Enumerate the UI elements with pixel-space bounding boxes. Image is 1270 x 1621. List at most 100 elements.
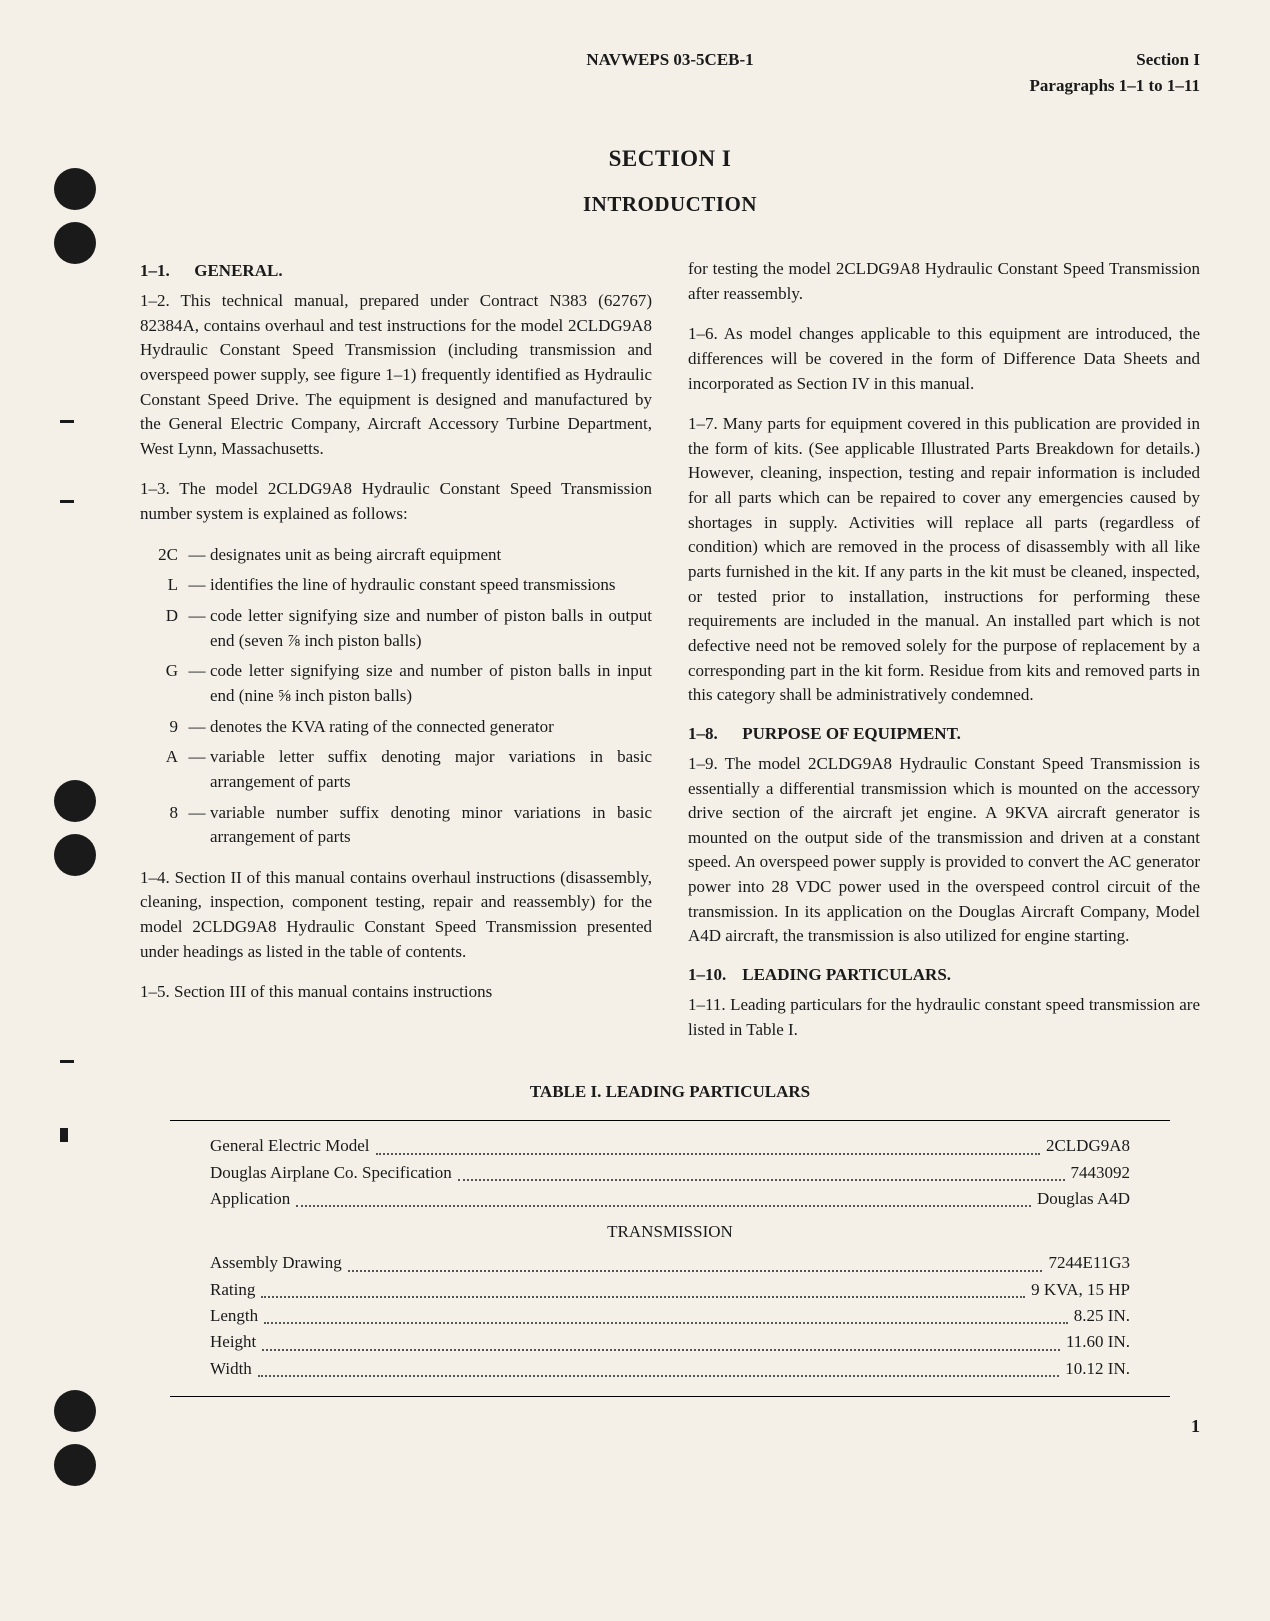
- def-dash: —: [184, 715, 210, 740]
- heading-purpose: 1–8. PURPOSE OF EQUIPMENT.: [688, 724, 1200, 744]
- def-code: G: [140, 659, 184, 708]
- page-number: 1: [1191, 1416, 1200, 1437]
- def-code: 9: [140, 715, 184, 740]
- table-value: 8.25 IN.: [1074, 1303, 1130, 1329]
- leading-particulars-table: General Electric Model 2CLDG9A8 Douglas A…: [170, 1120, 1170, 1397]
- page-header: NAVWEPS 03-5CEB-1 Section I: [140, 50, 1200, 70]
- def-desc: variable number suffix denoting minor va…: [210, 801, 652, 850]
- heading-general: 1–1. GENERAL.: [140, 261, 652, 281]
- table-dots: [258, 1356, 1059, 1377]
- table-label: Douglas Airplane Co. Specification: [210, 1160, 452, 1186]
- def-dash: —: [184, 604, 210, 653]
- table-value: Douglas A4D: [1037, 1186, 1130, 1212]
- def-code: 2C: [140, 543, 184, 568]
- table-dots: [261, 1277, 1025, 1298]
- def-code: L: [140, 573, 184, 598]
- number-system-list: 2C—designates unit as being aircraft equ…: [140, 543, 652, 850]
- table-value: 11.60 IN.: [1066, 1329, 1130, 1355]
- def-row: A—variable letter suffix denoting major …: [140, 745, 652, 794]
- para-1-3: 1–3. The model 2CLDG9A8 Hydraulic Consta…: [140, 477, 652, 526]
- def-desc: variable letter suffix denoting major va…: [210, 745, 652, 794]
- def-desc: designates unit as being aircraft equipm…: [210, 543, 652, 568]
- section-subtitle: INTRODUCTION: [140, 192, 1200, 217]
- table-value: 7443092: [1071, 1160, 1131, 1186]
- def-row: 9—denotes the KVA rating of the connecte…: [140, 715, 652, 740]
- page-content: NAVWEPS 03-5CEB-1 Section I Paragraphs 1…: [140, 50, 1200, 1397]
- table-row: Length8.25 IN.: [210, 1303, 1130, 1329]
- table-label: Rating: [210, 1277, 255, 1303]
- header-para-range: Paragraphs 1–1 to 1–11: [140, 76, 1200, 96]
- def-desc: code letter signifying size and number o…: [210, 659, 652, 708]
- heading-text: GENERAL.: [194, 261, 282, 280]
- heading-num: 1–10.: [688, 965, 738, 985]
- heading-leading: 1–10. LEADING PARTICULARS.: [688, 965, 1200, 985]
- table-dots: [458, 1160, 1065, 1181]
- table-label: Application: [210, 1186, 290, 1212]
- punch-hole: [54, 834, 96, 876]
- edge-mark: [60, 1128, 68, 1142]
- table-dots: [264, 1303, 1068, 1324]
- def-desc: denotes the KVA rating of the connected …: [210, 715, 652, 740]
- heading-num: 1–8.: [688, 724, 738, 744]
- def-dash: —: [184, 659, 210, 708]
- def-code: A: [140, 745, 184, 794]
- two-column-body: 1–1. GENERAL. 1–2. This technical manual…: [140, 257, 1200, 1042]
- edge-mark: [60, 420, 74, 423]
- table-value: 2CLDG9A8: [1046, 1133, 1130, 1159]
- table-row: Douglas Airplane Co. Specification 744309…: [210, 1160, 1130, 1186]
- table-title: TABLE I. LEADING PARTICULARS: [140, 1082, 1200, 1102]
- table-label: Height: [210, 1329, 256, 1355]
- table-row: Height 11.60 IN.: [210, 1329, 1130, 1355]
- punch-hole: [54, 222, 96, 264]
- table-dots: [296, 1186, 1031, 1207]
- heading-num: 1–1.: [140, 261, 190, 281]
- table-dots: [348, 1250, 1043, 1271]
- def-dash: —: [184, 543, 210, 568]
- para-1-5b: for testing the model 2CLDG9A8 Hydraulic…: [688, 257, 1200, 306]
- def-row: 8—variable number suffix denoting minor …: [140, 801, 652, 850]
- table-value: 10.12 IN.: [1065, 1356, 1130, 1382]
- para-1-11: 1–11. Leading particulars for the hydrau…: [688, 993, 1200, 1042]
- para-1-2: 1–2. This technical manual, prepared und…: [140, 289, 652, 461]
- table-label: Width: [210, 1356, 252, 1382]
- table-label: General Electric Model: [210, 1133, 370, 1159]
- def-desc: code letter signifying size and number o…: [210, 604, 652, 653]
- def-desc: identifies the line of hydraulic constan…: [210, 573, 652, 598]
- punch-hole: [54, 780, 96, 822]
- edge-mark: [60, 1060, 74, 1063]
- header-section: Section I: [1136, 50, 1200, 70]
- def-code: D: [140, 604, 184, 653]
- edge-mark: [60, 500, 74, 503]
- def-dash: —: [184, 745, 210, 794]
- right-column: for testing the model 2CLDG9A8 Hydraulic…: [688, 257, 1200, 1042]
- def-row: 2C—designates unit as being aircraft equ…: [140, 543, 652, 568]
- para-1-4: 1–4. Section II of this manual contains …: [140, 866, 652, 965]
- table-value: 7244E11G3: [1048, 1250, 1130, 1276]
- def-dash: —: [184, 573, 210, 598]
- table-row: Rating 9 KVA, 15 HP: [210, 1277, 1130, 1303]
- para-1-9: 1–9. The model 2CLDG9A8 Hydraulic Consta…: [688, 752, 1200, 949]
- table-row: Width 10.12 IN.: [210, 1356, 1130, 1382]
- punch-hole: [54, 1390, 96, 1432]
- def-dash: —: [184, 801, 210, 850]
- heading-text: LEADING PARTICULARS.: [742, 965, 951, 984]
- table-subtitle: TRANSMISSION: [210, 1222, 1130, 1242]
- section-title: SECTION I: [140, 146, 1200, 172]
- left-column: 1–1. GENERAL. 1–2. This technical manual…: [140, 257, 652, 1042]
- table-dots: [262, 1329, 1060, 1350]
- table-row: Assembly Drawing 7244E11G3: [210, 1250, 1130, 1276]
- table-value: 9 KVA, 15 HP: [1031, 1277, 1130, 1303]
- table-label: Assembly Drawing: [210, 1250, 342, 1276]
- heading-text: PURPOSE OF EQUIPMENT.: [742, 724, 961, 743]
- para-1-7: 1–7. Many parts for equipment covered in…: [688, 412, 1200, 708]
- punch-hole: [54, 1444, 96, 1486]
- table-dots: [376, 1133, 1040, 1154]
- def-code: 8: [140, 801, 184, 850]
- def-row: L—identifies the line of hydraulic const…: [140, 573, 652, 598]
- table-row: General Electric Model 2CLDG9A8: [210, 1133, 1130, 1159]
- table-row: Application Douglas A4D: [210, 1186, 1130, 1212]
- para-1-6: 1–6. As model changes applicable to this…: [688, 322, 1200, 396]
- header-doc-id: NAVWEPS 03-5CEB-1: [586, 50, 753, 70]
- punch-hole: [54, 168, 96, 210]
- def-row: D—code letter signifying size and number…: [140, 604, 652, 653]
